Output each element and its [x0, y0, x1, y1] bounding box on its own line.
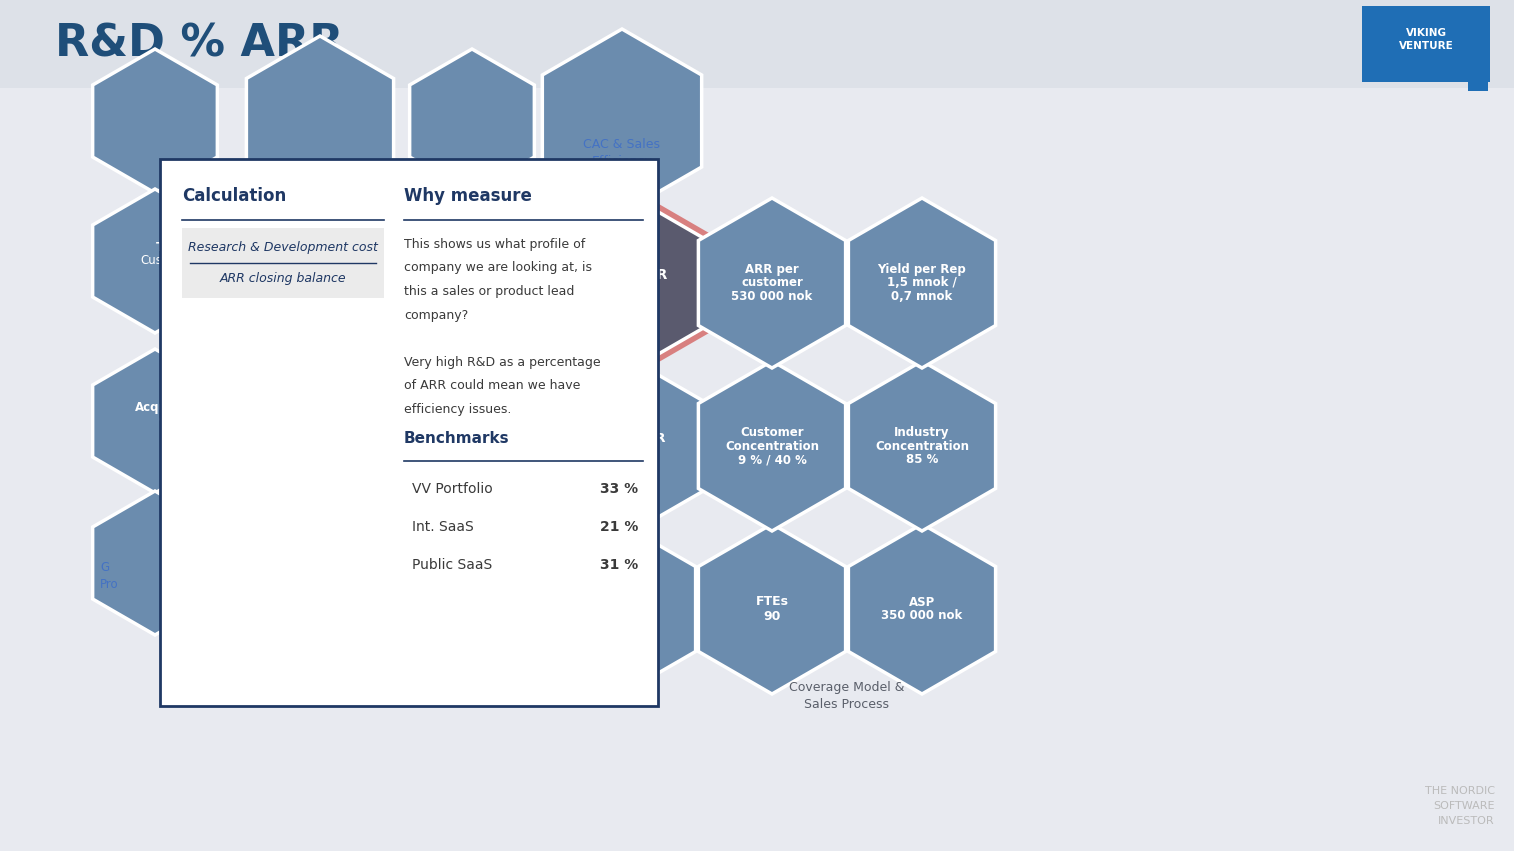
Text: Research & Development cost: Research & Development cost: [188, 241, 378, 254]
Text: S&M % ARR: S&M % ARR: [578, 432, 666, 445]
Polygon shape: [848, 198, 996, 368]
Text: Customer: Customer: [740, 426, 804, 439]
Text: Industry: Industry: [895, 426, 949, 439]
Text: Total: Total: [156, 241, 188, 254]
FancyBboxPatch shape: [1469, 82, 1488, 91]
Text: 20 mnok: 20 mnok: [292, 603, 348, 615]
FancyBboxPatch shape: [1363, 6, 1490, 82]
FancyBboxPatch shape: [182, 228, 385, 298]
Text: 9 % / 40 %: 9 % / 40 %: [737, 453, 807, 466]
Text: Yield per Rep: Yield per Rep: [878, 263, 966, 276]
Text: 30: 30: [165, 428, 179, 441]
Text: this a sales or product lead: this a sales or product lead: [404, 285, 574, 298]
Text: R&D % ARR: R&D % ARR: [55, 22, 344, 66]
Polygon shape: [534, 183, 709, 383]
Text: CAC & Sales
Efficiency: CAC & Sales Efficiency: [583, 138, 660, 168]
Text: ARR per: ARR per: [745, 263, 799, 276]
Polygon shape: [848, 524, 996, 694]
FancyBboxPatch shape: [0, 0, 1514, 88]
Text: Customers: Customers: [141, 254, 204, 267]
Polygon shape: [542, 191, 701, 375]
Text: 530 000 nok: 530 000 nok: [731, 290, 813, 303]
Polygon shape: [542, 29, 701, 213]
Text: 5 %: 5 %: [609, 609, 634, 623]
Text: 90: 90: [763, 609, 781, 623]
Text: Very high R&D as a percentage: Very high R&D as a percentage: [404, 356, 601, 368]
Polygon shape: [548, 524, 695, 694]
Text: VIKING
VENTURE: VIKING VENTURE: [1399, 28, 1453, 51]
Polygon shape: [92, 349, 218, 493]
Text: EBITDA: EBITDA: [295, 589, 344, 602]
Text: Public SaaS: Public SaaS: [412, 558, 492, 572]
Text: THE NORDIC
SOFTWARE
INVESTOR: THE NORDIC SOFTWARE INVESTOR: [1425, 786, 1494, 825]
Text: Coverage Model &
Sales Process: Coverage Model & Sales Process: [789, 681, 905, 711]
Text: Acquisition: Acquisition: [135, 401, 209, 414]
Text: G
Pro: G Pro: [100, 561, 118, 591]
Text: Churn: Churn: [601, 596, 643, 608]
Polygon shape: [92, 49, 218, 193]
Text: Concentration: Concentration: [875, 439, 969, 453]
Text: 24 %: 24 %: [603, 284, 642, 298]
Text: ARR closing balance: ARR closing balance: [220, 272, 347, 285]
Polygon shape: [698, 361, 846, 531]
Text: Concentration: Concentration: [725, 439, 819, 453]
Polygon shape: [92, 491, 218, 635]
Text: 31 %: 31 %: [600, 558, 637, 572]
Polygon shape: [542, 354, 701, 538]
Text: Int. SaaS: Int. SaaS: [412, 520, 474, 534]
Text: 5 mnok (5%): 5 mnok (5%): [433, 604, 512, 614]
Text: 21 %: 21 %: [600, 520, 637, 534]
Text: Calculation: Calculation: [182, 187, 286, 205]
Polygon shape: [247, 36, 394, 206]
Text: Cost: Cost: [159, 414, 185, 427]
Text: This shows us what profile of: This shows us what profile of: [404, 238, 586, 251]
Polygon shape: [410, 537, 534, 681]
Text: 350 000 nok: 350 000 nok: [881, 609, 963, 622]
Text: 33 %: 33 %: [600, 482, 637, 496]
Polygon shape: [247, 524, 394, 694]
Text: customer: customer: [740, 277, 802, 289]
Polygon shape: [698, 198, 846, 368]
Text: Why measure: Why measure: [404, 187, 531, 205]
Text: VV Portfolio: VV Portfolio: [412, 482, 492, 496]
Text: 0,7 mnok: 0,7 mnok: [892, 290, 952, 303]
Text: Benchmarks: Benchmarks: [404, 431, 510, 446]
Polygon shape: [848, 361, 996, 531]
Polygon shape: [698, 524, 846, 694]
Text: 26 %: 26 %: [604, 447, 640, 460]
Text: efficiency issues.: efficiency issues.: [404, 403, 512, 415]
Text: of ARR could mean we have: of ARR could mean we have: [404, 379, 580, 392]
Text: 1,5 mnok /: 1,5 mnok /: [887, 277, 957, 289]
Text: 85 %: 85 %: [905, 453, 939, 466]
Text: R&D % ARR: R&D % ARR: [577, 268, 668, 282]
Text: ASP: ASP: [908, 596, 936, 608]
Text: Pro: Pro: [162, 563, 182, 576]
Text: (13 %): (13 %): [298, 616, 342, 629]
Text: company we are looking at, is: company we are looking at, is: [404, 261, 592, 275]
Polygon shape: [410, 49, 534, 193]
FancyBboxPatch shape: [160, 159, 659, 706]
Text: G: G: [167, 550, 177, 563]
Text: company?: company?: [404, 309, 468, 322]
Text: 15: 15: [165, 268, 180, 281]
Text: FTEs: FTEs: [755, 596, 789, 608]
Polygon shape: [92, 189, 218, 333]
